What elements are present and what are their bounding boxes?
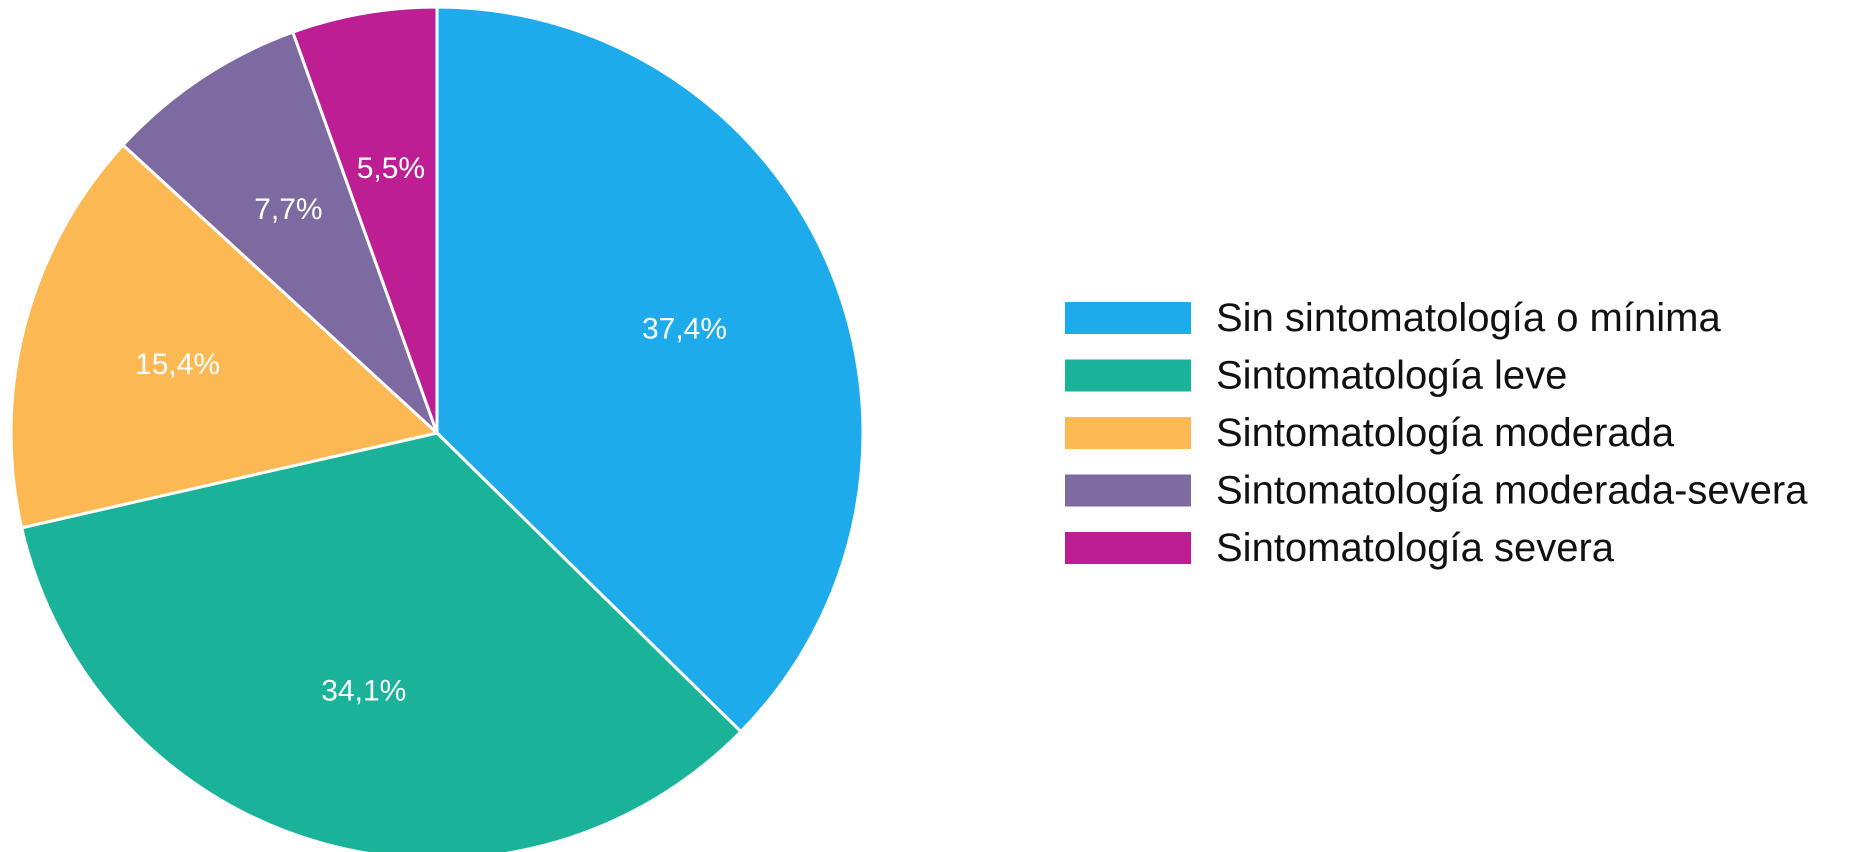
legend-item-sin-sintomatologia-o-minima: Sin sintomatología o mínima: [1065, 296, 1721, 340]
pie-slice-sin-sintomatologia-o-minima: [435, 5, 865, 734]
legend: Sin sintomatología o mínima Sintomatologí…: [1065, 296, 1808, 570]
legend-item-sintomatologia-moderada-severa: Sintomatología moderada-severa: [1065, 469, 1808, 513]
legend-label: Sintomatología severa: [1216, 526, 1615, 570]
slice-value-labels: 37,4% 34,1% 15,4% 7,7% 5,5%: [135, 152, 727, 708]
pie-slice-sintomatologia-moderada: [9, 143, 439, 530]
legend-label: Sin sintomatología o mínima: [1216, 296, 1721, 340]
pie-slices: [9, 5, 865, 852]
pie-slice-sintomatologia-severa: [291, 5, 439, 435]
slice-value-label: 5,5%: [357, 152, 425, 185]
legend-swatch: [1065, 302, 1191, 334]
slice-value-label: 37,4%: [642, 313, 727, 346]
legend-label: Sintomatología moderada: [1216, 411, 1675, 455]
legend-swatch: [1065, 474, 1191, 507]
legend-label: Sintomatología moderada-severa: [1216, 469, 1808, 513]
slice-value-label: 34,1%: [321, 675, 406, 708]
legend-swatch: [1065, 532, 1191, 564]
pie-slice-sintomatologia-moderada-severa: [121, 30, 439, 435]
legend-item-sintomatologia-moderada: Sintomatología moderada: [1065, 411, 1675, 455]
slice-value-label: 7,7%: [254, 193, 322, 226]
legend-label: Sintomatología leve: [1216, 354, 1567, 398]
legend-swatch: [1065, 417, 1191, 449]
slice-value-label: 15,4%: [135, 348, 220, 381]
legend-swatch: [1065, 359, 1191, 392]
legend-item-sintomatologia-leve: Sintomatología leve: [1065, 354, 1567, 398]
pie-slice-sintomatologia-leve: [20, 431, 743, 852]
legend-item-sintomatologia-severa: Sintomatología severa: [1065, 526, 1615, 570]
